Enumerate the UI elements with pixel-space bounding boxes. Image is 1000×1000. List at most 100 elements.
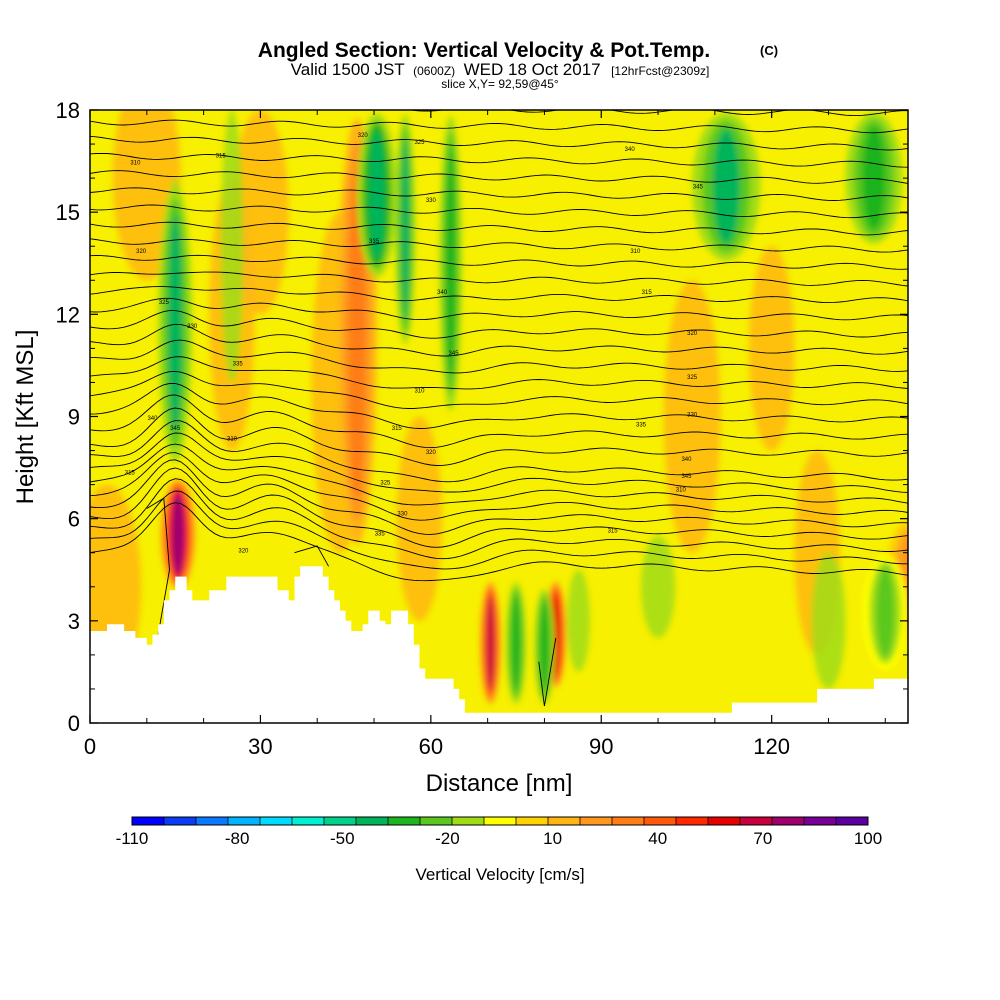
contour-label: 310 (630, 249, 641, 255)
contour-label: 330 (397, 511, 408, 517)
contour-label: 340 (625, 147, 636, 153)
contour-label: 335 (636, 423, 647, 429)
contour-label: 315 (216, 154, 227, 160)
theta-contour (90, 323, 908, 357)
colorbar-swatch (260, 817, 293, 825)
downdraft-cell (401, 139, 410, 319)
theta-contour (90, 238, 908, 253)
downdraft-cell (168, 213, 183, 432)
colorbar-swatch (196, 817, 229, 825)
theta-contour (90, 286, 908, 304)
colorbar-label: Vertical Velocity [cm/s] (415, 865, 584, 884)
downdraft-cell (540, 601, 549, 692)
contour-label: 320 (136, 249, 147, 255)
contour-label: 320 (358, 133, 369, 139)
x-tick-label: 120 (753, 734, 790, 759)
colorbar-swatch (644, 817, 677, 825)
subtitle-utc: (0600Z) (413, 64, 455, 78)
colorbar-swatch (516, 817, 549, 825)
contour-label: 310 (414, 389, 425, 395)
field-patch-up (748, 246, 795, 451)
theta-contour (90, 119, 908, 134)
theta-contour (90, 394, 908, 449)
colorbar-tick-label: -50 (330, 829, 355, 848)
chart-title-suffix: (C) (760, 43, 778, 58)
downdraft-cell (712, 128, 740, 245)
x-tick-label: 60 (419, 734, 443, 759)
contour-label: 340 (437, 290, 448, 296)
colorbar-swatch (420, 817, 453, 825)
theta-contour (90, 420, 908, 483)
x-tick-label: 0 (84, 734, 96, 759)
contour-label: 325 (414, 140, 425, 146)
updraft-cell (171, 491, 185, 577)
colorbar-swatch (772, 817, 805, 825)
field-patch-up (232, 110, 289, 315)
field-patch-down (567, 569, 590, 672)
y-tick-label: 0 (68, 711, 80, 736)
theta-contour (90, 467, 908, 548)
field-patch-up (663, 280, 721, 553)
subtitle-forecast: [12hrFcst@2309z] (611, 64, 709, 78)
theta-contour (90, 502, 908, 582)
colorbar-tick-label: 100 (854, 829, 882, 848)
downdraft-cell (876, 567, 895, 658)
y-tick-label: 3 (68, 609, 80, 634)
plot-area: 310 315 320 325 330 335 340 345 310 315 320 325 330 3… (90, 110, 908, 723)
chart-subtitle: Valid 1500 JST (0600Z) WED 18 Oct 2017 [… (291, 60, 710, 79)
theta-contour (90, 370, 908, 409)
theta-contours: 310 315 320 325 330 335 340 345 310 315 320 325 330 3… (90, 110, 908, 707)
colorbar-tick-label: -110 (116, 829, 149, 848)
colorbar-swatch (708, 817, 741, 825)
contour-label: 320 (687, 331, 698, 337)
theta-contour (90, 407, 908, 466)
field-patch-up (396, 416, 443, 621)
subtitle-date: WED 18 Oct 2017 (464, 60, 601, 79)
theta-contour (90, 297, 908, 321)
field-patch-down (220, 110, 244, 383)
theta-contour (90, 204, 908, 219)
colorbar-swatch (356, 817, 389, 825)
theta-contour (90, 356, 908, 390)
theta-contour (90, 478, 908, 560)
theta-contour (90, 135, 908, 151)
contour-label: 320 (426, 450, 437, 456)
downdraft-cell (368, 131, 385, 260)
colorbar-swatch (676, 817, 709, 825)
colorbar-tick-label: -20 (435, 829, 460, 848)
downdraft-cell (862, 126, 886, 230)
field-patch-down (811, 552, 846, 689)
contour-label: 330 (426, 198, 437, 204)
contour-label: 325 (687, 375, 698, 381)
colorbar-swatch (228, 817, 261, 825)
updraft-cell (486, 595, 495, 691)
colorbar: -110 -80 -50 -20 10 40 70 100 (116, 816, 882, 848)
contour-label: 315 (642, 290, 653, 296)
contour-label: 315 (608, 528, 619, 534)
axes: 0 30 60 90 120 0 3 6 9 12 15 18 (56, 98, 908, 759)
theta-contour (294, 545, 329, 567)
contour-label: 335 (233, 361, 244, 367)
theta-contour (90, 432, 908, 493)
theta-contour (90, 452, 908, 521)
y-tick-label: 6 (68, 507, 80, 532)
contour-label: 325 (380, 481, 391, 487)
colorbar-swatch (548, 817, 581, 825)
theta-contour (90, 383, 908, 429)
contour-label: 330 (687, 413, 698, 419)
contour-label: 330 (187, 324, 198, 330)
contour-label: 345 (693, 184, 704, 190)
terrain (90, 566, 908, 723)
y-tick-label: 12 (56, 302, 80, 327)
theta-contour (90, 221, 908, 236)
contour-label: 310 (130, 160, 141, 166)
colorbar-swatch (836, 817, 869, 825)
chart-title: Angled Section: Vertical Velocity & Pot.… (258, 39, 710, 62)
contour-label: 335 (369, 239, 380, 245)
colorbar-swatch (132, 817, 165, 825)
x-tick-label: 30 (248, 734, 272, 759)
colorbar-swatch (324, 817, 357, 825)
contour-label: 340 (681, 457, 692, 463)
downdraft-cell (511, 595, 521, 691)
theta-contour (90, 187, 908, 201)
